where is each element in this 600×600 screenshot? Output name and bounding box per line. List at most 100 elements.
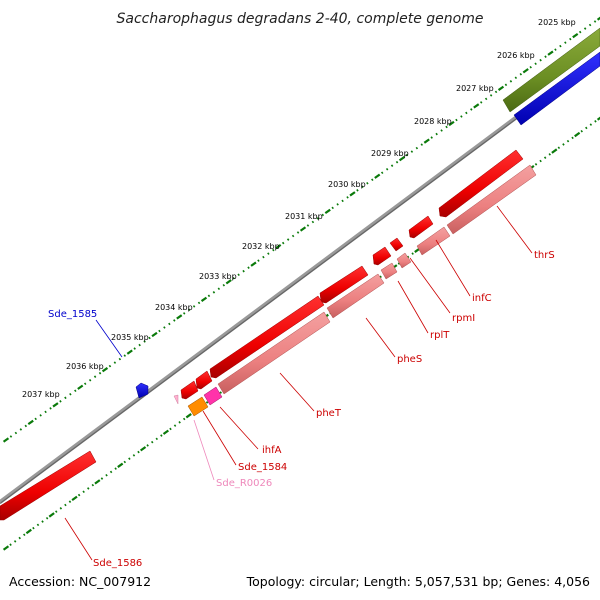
gene-arrow-pheT[interactable] bbox=[209, 295, 325, 379]
minor-tick bbox=[336, 203, 339, 206]
minor-tick bbox=[593, 20, 597, 23]
kbp-label: 2028 kbp bbox=[414, 117, 452, 126]
minor-tick bbox=[168, 322, 171, 326]
gene-label-rplT[interactable]: rplT bbox=[430, 330, 450, 341]
minor-tick bbox=[411, 252, 414, 255]
gene-label-rpmI[interactable]: rpmI bbox=[452, 313, 475, 324]
gene-label-infC[interactable]: infC bbox=[472, 293, 492, 304]
gene-label-pheT[interactable]: pheT bbox=[316, 408, 342, 419]
minor-tick bbox=[64, 503, 67, 507]
minor-tick bbox=[41, 520, 44, 523]
gene-labels: thrS infC rpmI rplT pheS pheT ihfA Sde_1… bbox=[48, 250, 555, 569]
kbp-label: 2036 kbp bbox=[66, 362, 104, 371]
minor-tick bbox=[504, 83, 508, 87]
minor-tick bbox=[564, 41, 567, 44]
major-tick bbox=[398, 156, 406, 162]
gene-label-Sde_R0026[interactable]: Sde_R0026 bbox=[216, 478, 272, 489]
rna-features bbox=[173, 386, 223, 417]
gene-label-Sde_1584[interactable]: Sde_1584 bbox=[238, 462, 287, 473]
minor-tick bbox=[559, 44, 562, 48]
minor-tick bbox=[460, 115, 463, 118]
minor-tick bbox=[237, 273, 240, 276]
minor-tick bbox=[77, 493, 81, 497]
major-tick bbox=[27, 419, 34, 426]
magenta-feature bbox=[203, 386, 223, 406]
minor-tick bbox=[296, 231, 300, 234]
major-tick bbox=[596, 116, 600, 121]
major-tick bbox=[299, 226, 307, 232]
kbp-label: 2030 kbp bbox=[328, 180, 366, 189]
minor-tick bbox=[192, 305, 196, 308]
minor-tick bbox=[321, 213, 325, 217]
minor-tick bbox=[272, 248, 275, 252]
minor-tick bbox=[341, 199, 344, 203]
minor-tick bbox=[415, 146, 419, 150]
minor-tick bbox=[539, 159, 542, 163]
minor-tick bbox=[557, 146, 561, 150]
kbp-label: 2025 kbp bbox=[538, 18, 576, 27]
minor-tick bbox=[98, 371, 102, 375]
minor-tick bbox=[548, 153, 551, 156]
major-tick bbox=[374, 173, 381, 179]
major-tick bbox=[551, 148, 558, 154]
kbp-label: 2031 kbp bbox=[285, 212, 323, 221]
minor-tick bbox=[23, 533, 26, 537]
minor-tick bbox=[197, 301, 201, 305]
kbp-labels: 2025 kbp 2026 kbp 2027 kbp 2028 kbp 2029… bbox=[22, 18, 576, 399]
minor-tick bbox=[14, 431, 18, 435]
kbp-label: 2026 kbp bbox=[497, 51, 535, 60]
gene-arrow-Sde_1584[interactable] bbox=[180, 380, 199, 400]
gene-label-Sde_1585[interactable]: Sde_1585 bbox=[48, 309, 97, 320]
gene-arrow-thrS[interactable] bbox=[438, 149, 524, 218]
accession-text: Accession: NC_007912 bbox=[9, 574, 151, 589]
major-tick bbox=[574, 131, 581, 138]
major-tick bbox=[423, 138, 430, 144]
minor-tick bbox=[123, 460, 127, 464]
major-tick bbox=[2, 437, 10, 443]
minor-tick bbox=[13, 540, 17, 543]
minor-tick bbox=[207, 294, 211, 298]
major-tick bbox=[275, 243, 282, 250]
minor-tick bbox=[566, 139, 570, 143]
minor-tick bbox=[484, 97, 488, 101]
major-tick bbox=[2, 545, 10, 551]
major-tick bbox=[52, 402, 59, 408]
minor-tick bbox=[356, 189, 359, 192]
minor-tick bbox=[247, 266, 250, 269]
minor-tick bbox=[82, 490, 85, 494]
gene-label-Sde_1586[interactable]: Sde_1586 bbox=[93, 558, 142, 569]
gene-arrow-rplT[interactable] bbox=[372, 246, 392, 266]
minor-tick bbox=[160, 434, 163, 437]
minor-tick bbox=[588, 23, 592, 27]
minor-tick bbox=[291, 234, 295, 238]
gene-arrow-Sde_1586[interactable] bbox=[0, 450, 97, 521]
minor-tick bbox=[430, 136, 433, 139]
major-tick bbox=[71, 495, 78, 502]
gene-arrow-Sde_1585[interactable] bbox=[135, 382, 149, 399]
minor-tick bbox=[366, 182, 369, 185]
major-tick bbox=[250, 261, 257, 267]
minor-tick bbox=[455, 118, 458, 122]
minor-tick bbox=[143, 340, 146, 343]
gene-Sde_1585-marker bbox=[135, 382, 149, 399]
major-tick bbox=[349, 191, 356, 197]
minor-tick bbox=[410, 150, 414, 153]
gene-arrow-infC[interactable] bbox=[408, 215, 434, 239]
minor-tick bbox=[257, 259, 260, 262]
major-tick bbox=[596, 16, 600, 21]
minor-tick bbox=[405, 153, 409, 157]
backbone bbox=[0, 53, 600, 504]
major-tick bbox=[473, 103, 480, 109]
gene-label-pheS[interactable]: pheS bbox=[397, 354, 422, 365]
kbp-label: 2035 kbp bbox=[111, 333, 149, 342]
gene-label-ihfA[interactable]: ihfA bbox=[262, 445, 282, 456]
major-tick bbox=[497, 85, 505, 91]
orange-feature bbox=[187, 396, 209, 417]
gene-arrow-ihfA[interactable] bbox=[195, 370, 213, 390]
minor-tick bbox=[569, 37, 572, 41]
minor-tick bbox=[68, 500, 72, 503]
gene-label-thrS[interactable]: thrS bbox=[534, 250, 555, 261]
gene-Sde_1586-marker bbox=[0, 450, 97, 521]
gene-arrow-rpmI[interactable] bbox=[389, 237, 404, 252]
minor-tick bbox=[435, 132, 438, 136]
